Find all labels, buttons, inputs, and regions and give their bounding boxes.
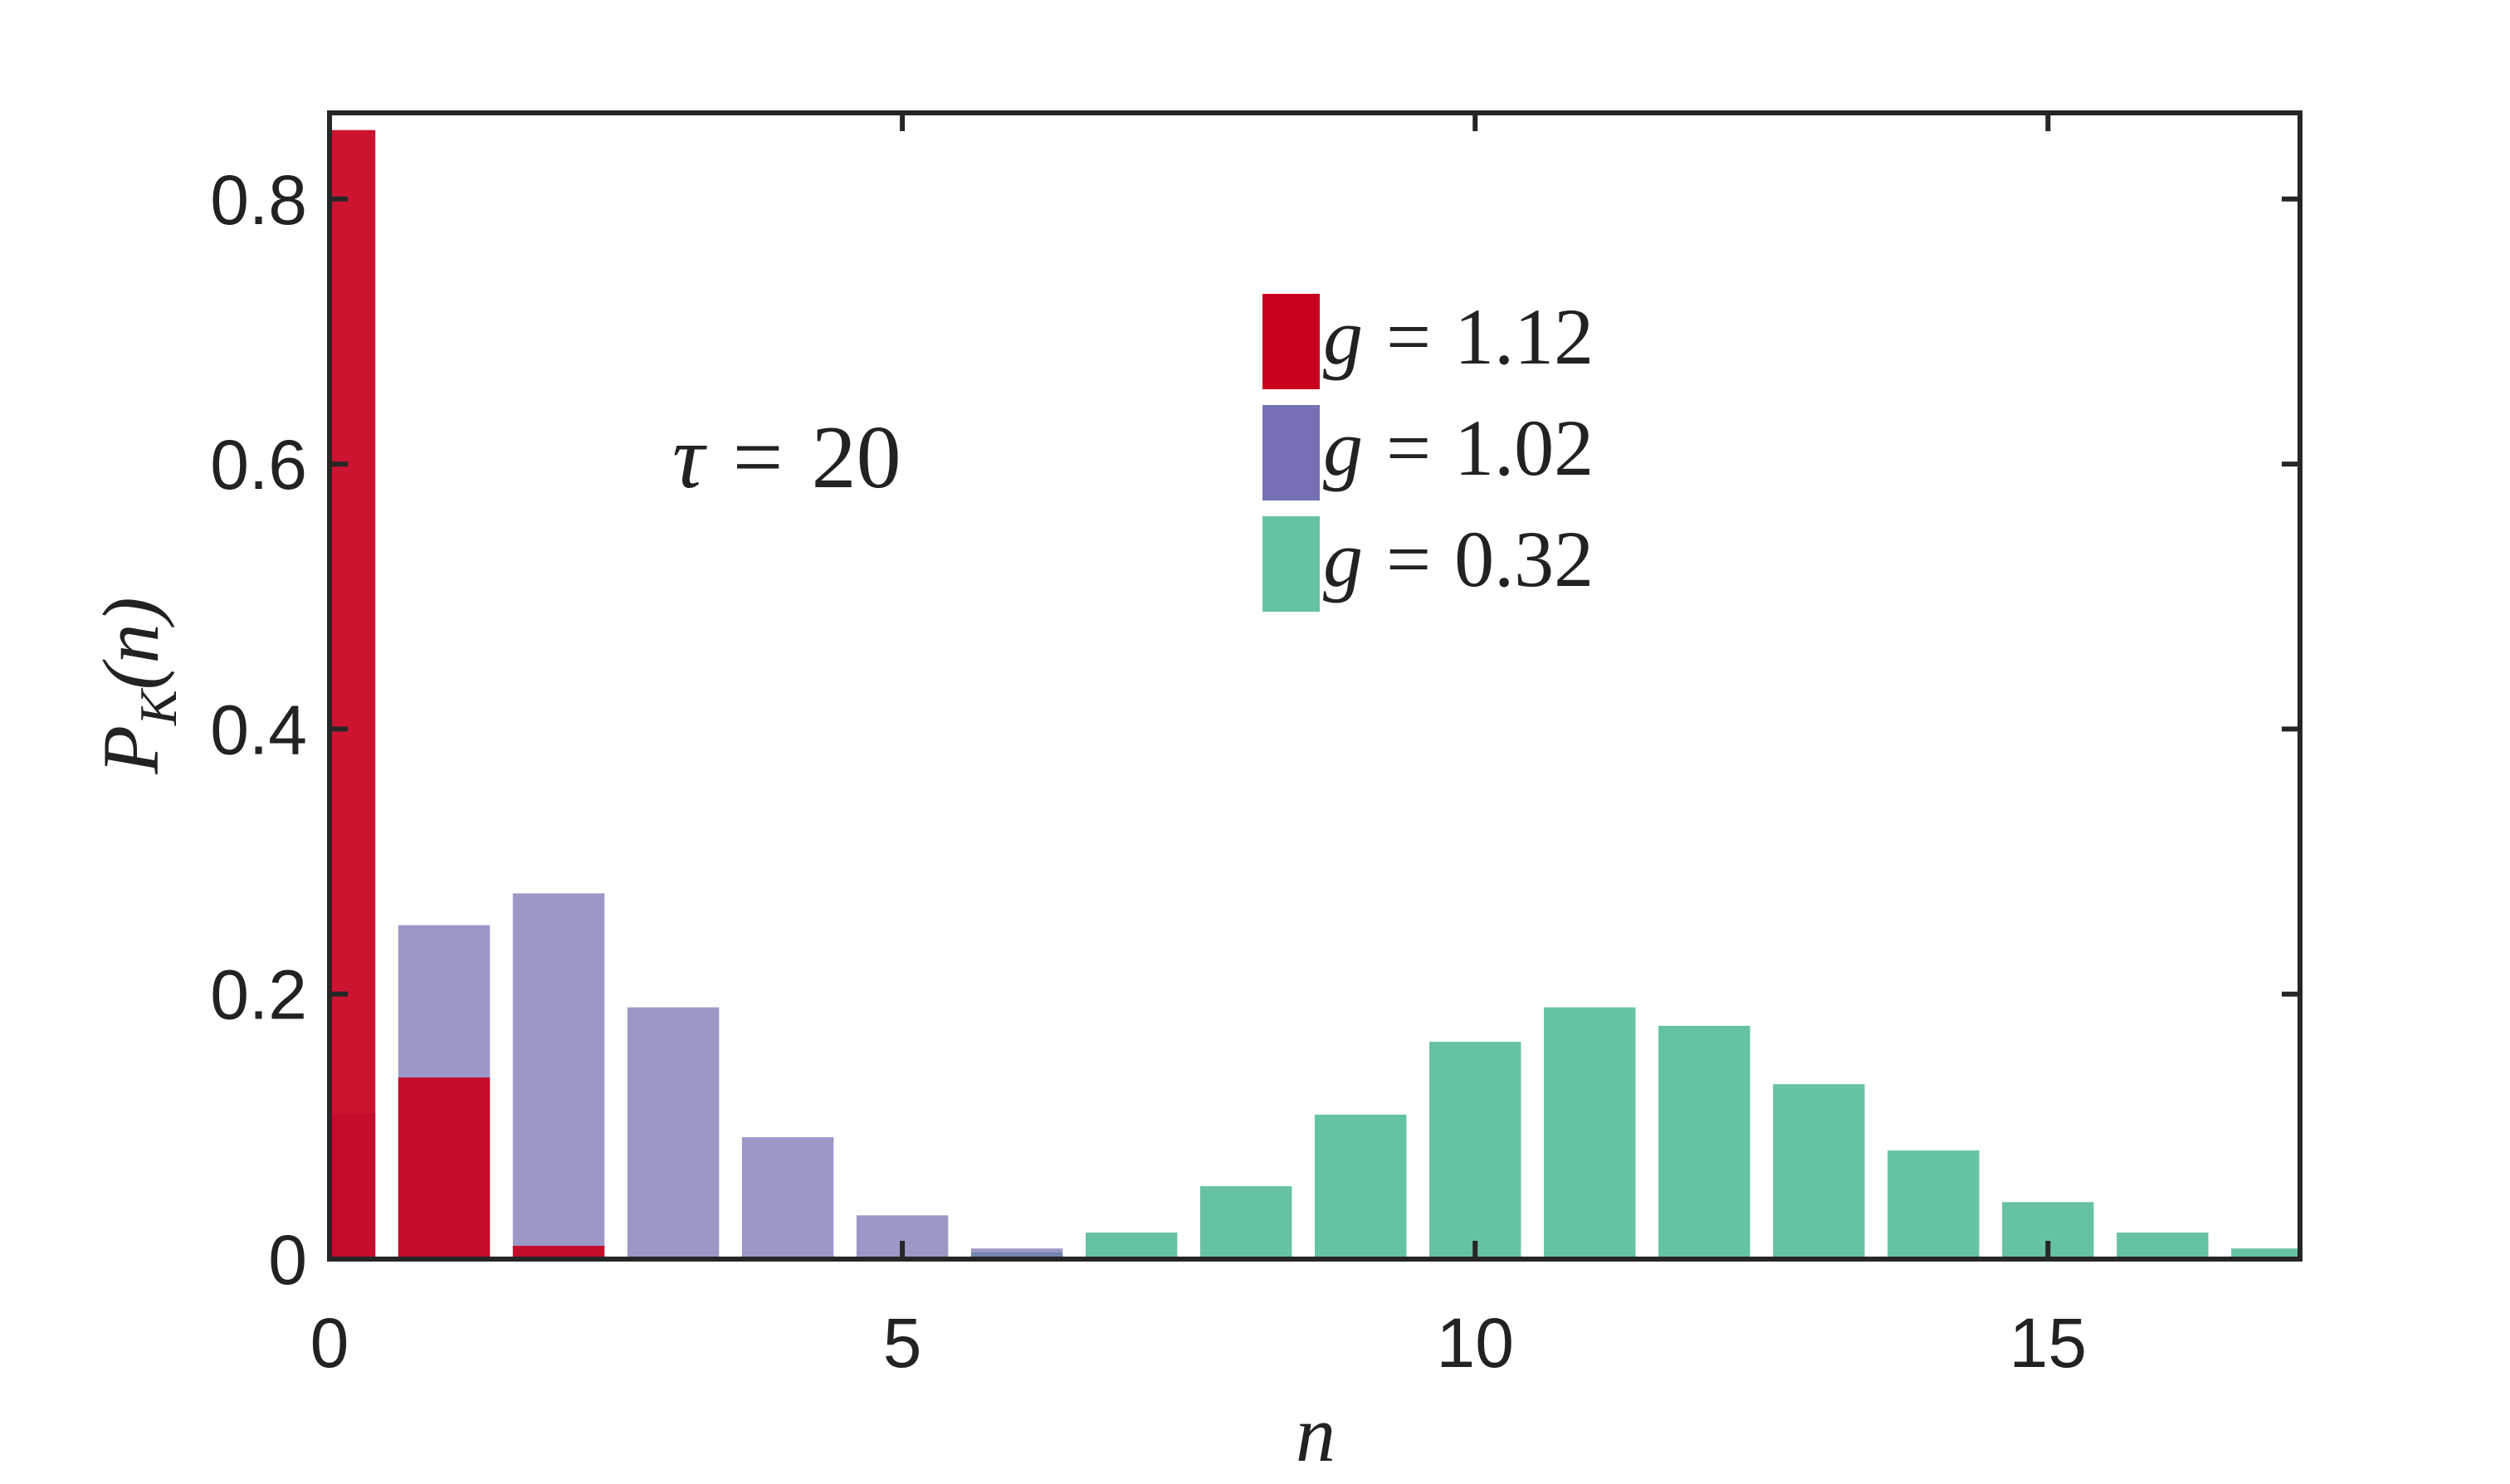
bar-g-1-02-n6 [970, 1248, 1063, 1259]
y-tick-label-0: 0 [268, 1221, 307, 1299]
bar-g-0-32-n12 [1658, 1026, 1751, 1259]
bar-g-1-02-n3 [627, 1007, 720, 1259]
bar-g-0-32-n8 [1199, 1186, 1292, 1259]
bar-g-1-12-n2 [512, 1246, 605, 1259]
bar-g-1-12-n1 [398, 1077, 491, 1259]
x-tick-label-0: 0 [310, 1304, 349, 1382]
legend-swatch-g-0-32 [1262, 516, 1320, 612]
tau-value: 20 [812, 408, 901, 507]
plot-frame [327, 110, 2302, 1262]
bar-g-0-32-n10 [1429, 1042, 1521, 1259]
x-tick-label-15: 15 [2009, 1304, 2087, 1382]
bar-g-0-32-n7 [1085, 1233, 1178, 1259]
bar-g-1-02-n2 [512, 893, 605, 1259]
bar-g-0-32-n14 [1887, 1150, 1980, 1259]
legend-swatch-g-1-02 [1262, 405, 1320, 500]
y-axis-label-main: P [86, 725, 175, 775]
bar-g-0-32-n13 [1773, 1084, 1865, 1259]
y-tick-label-0.6: 0.6 [210, 426, 307, 504]
y-axis-label-arg: (n) [86, 597, 175, 690]
tau-symbol: τ [672, 408, 707, 507]
legend-swatch-g-1-12 [1262, 294, 1320, 389]
bar-g-0-32-n9 [1315, 1114, 1407, 1259]
y-axis-label: PK(n) [86, 597, 188, 774]
bar-g-0-32-n17 [2231, 1248, 2300, 1259]
legend-label-g-0-32: g = 0.32 [1323, 515, 1594, 603]
svg-text:PK(n): PK(n) [86, 597, 188, 774]
x-axis-label: n [1296, 1389, 1336, 1478]
tau-equals: = [733, 408, 784, 507]
bars-group [330, 129, 2300, 1259]
legend-label-g-1-02: g = 1.02 [1323, 403, 1594, 492]
ticks-group: 0 5 10 15 0 0.2 0.4 0.6 0.8 [210, 113, 2300, 1382]
legend-label-g-1-12: g = 1.12 [1323, 292, 1594, 381]
bar-g-1-02-n4 [741, 1137, 834, 1259]
tau-annotation: τ = 20 [672, 408, 901, 507]
bar-g-0-32-n11 [1544, 1007, 1636, 1259]
bar-g-0-32-n16 [2117, 1233, 2209, 1259]
x-tick-label-10: 10 [1437, 1304, 1514, 1382]
legend: g = 1.12 g = 1.02 g = 0.32 [1262, 292, 1594, 612]
x-tick-label-5: 5 [883, 1304, 922, 1382]
y-tick-label-0.8: 0.8 [210, 161, 307, 239]
y-tick-label-0.4: 0.4 [210, 691, 307, 769]
y-axis-label-subscript: K [129, 687, 188, 726]
y-tick-label-0.2: 0.2 [210, 956, 307, 1034]
bar-g-1-12-n0 [330, 129, 376, 1259]
